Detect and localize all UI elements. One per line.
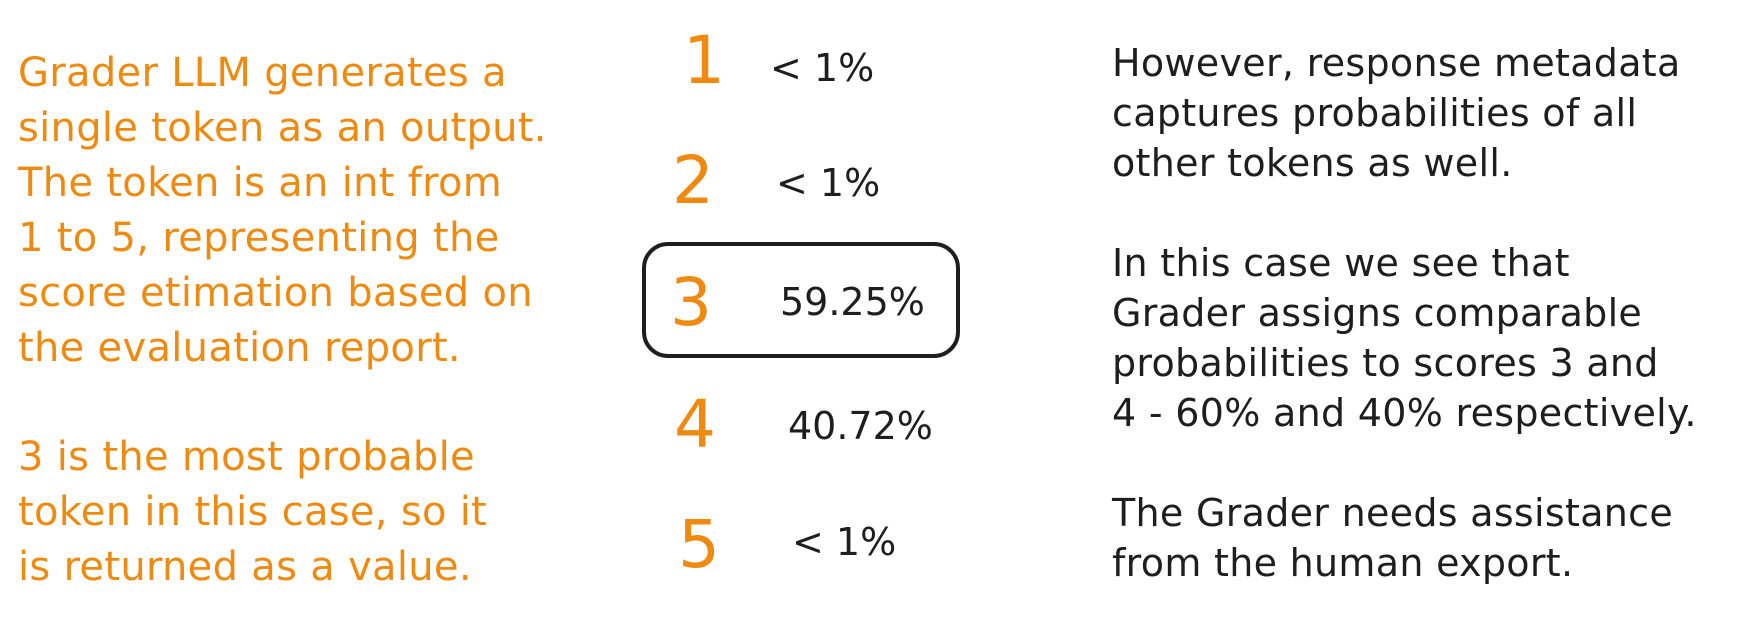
comparable-probabilities-note: In this case we see that Grader assigns … bbox=[1112, 241, 1697, 435]
explanation-left: Grader LLM generates a single token as a… bbox=[18, 46, 618, 595]
explanation-right: However, response metadata captures prob… bbox=[1112, 38, 1752, 588]
grader-output-description: Grader LLM generates a single token as a… bbox=[18, 50, 547, 371]
highlighted-token-frame bbox=[642, 242, 960, 358]
token-probability: 40.72% bbox=[788, 404, 933, 448]
token-score: 1 bbox=[683, 22, 725, 99]
token-score: 3 bbox=[670, 264, 712, 341]
metadata-note: However, response metadata captures prob… bbox=[1112, 41, 1681, 185]
paragraph-spacer bbox=[1112, 438, 1752, 488]
token-score: 5 bbox=[678, 506, 720, 583]
human-expert-note: The Grader needs assistance from the hum… bbox=[1112, 491, 1674, 585]
token-score: 4 bbox=[674, 386, 716, 463]
token-score: 2 bbox=[672, 142, 714, 219]
token-probability: < 1% bbox=[770, 46, 875, 90]
token-probability: < 1% bbox=[776, 161, 881, 205]
token-probability: 59.25% bbox=[780, 280, 925, 324]
paragraph-spacer bbox=[1112, 188, 1752, 238]
token-probability: < 1% bbox=[792, 520, 897, 564]
most-probable-token-note: 3 is the most probable token in this cas… bbox=[18, 434, 488, 590]
